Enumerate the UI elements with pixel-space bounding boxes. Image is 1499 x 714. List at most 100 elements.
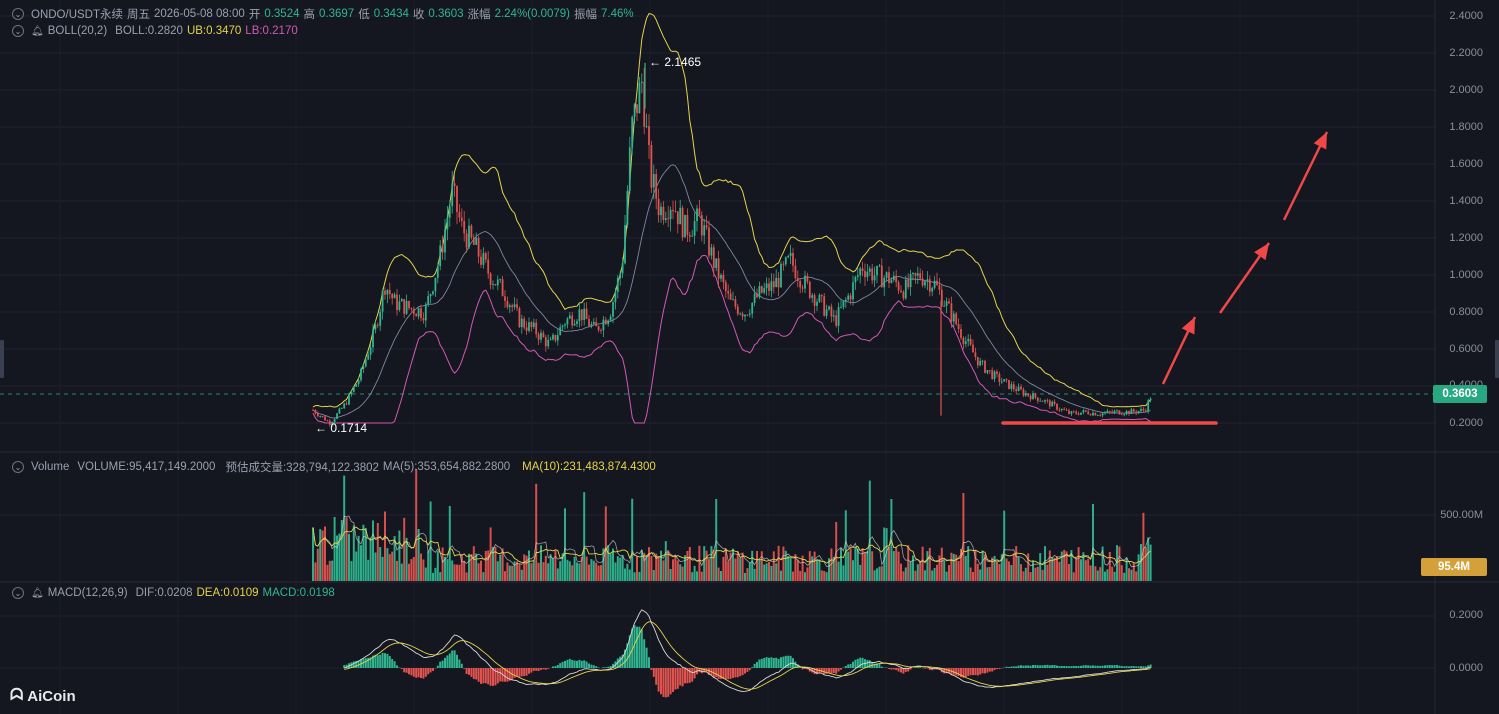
volume-bar — [856, 548, 859, 581]
volume-bar — [525, 555, 528, 581]
candle-body — [667, 218, 670, 220]
candle-body — [436, 266, 439, 278]
volume-bar — [1008, 561, 1010, 581]
collapse-toggle-icon[interactable]: ⌄ — [12, 461, 24, 473]
macd-bar — [535, 668, 538, 671]
macd-bar — [468, 668, 470, 675]
macd-bar — [1128, 666, 1130, 668]
right-panel-handle[interactable] — [1495, 340, 1499, 378]
volume-bar — [691, 572, 694, 581]
candle-body — [1020, 386, 1022, 390]
candle-body — [897, 282, 900, 291]
volume-bar — [398, 530, 401, 581]
boll-lower-line — [312, 254, 1151, 424]
candle-body — [559, 327, 562, 336]
volume-bar — [379, 547, 382, 581]
collapse-toggle-icon[interactable]: ⌄ — [12, 25, 24, 37]
candle-body — [825, 309, 828, 316]
candle-body — [760, 286, 763, 293]
macd-bar — [652, 668, 655, 677]
volume-bar — [1041, 569, 1044, 581]
volume-bar — [619, 557, 622, 581]
collapse-toggle-icon[interactable]: ⌄ — [12, 587, 24, 599]
macd-bar — [420, 668, 422, 679]
bell-icon[interactable]: 🔔︎ — [31, 25, 44, 37]
volume-bar — [585, 556, 588, 581]
candle-body — [590, 323, 593, 327]
volume-bar — [705, 550, 708, 581]
volume-bar — [928, 547, 931, 581]
volume-bar — [331, 560, 334, 581]
candle-body — [1087, 411, 1090, 415]
candle-body — [859, 268, 862, 276]
macd-bar — [595, 666, 598, 668]
volume-bar — [988, 567, 991, 581]
macd-bar — [1044, 665, 1046, 668]
macd-bar — [1041, 665, 1044, 668]
candle-body — [367, 354, 370, 360]
candle-body — [888, 272, 890, 284]
macd-bar — [393, 661, 396, 668]
candle-body — [494, 284, 497, 286]
candle-body — [340, 408, 343, 409]
candle-body — [312, 410, 314, 411]
macd-bar — [508, 668, 511, 681]
macd-bar — [631, 628, 634, 668]
macd-bar — [849, 664, 852, 668]
left-panel-handle[interactable] — [0, 340, 4, 378]
macd-bar — [636, 626, 638, 668]
candle-body — [499, 279, 502, 281]
macd-bar — [1075, 666, 1078, 668]
volume-bar — [602, 548, 605, 581]
candle-body — [1084, 410, 1087, 412]
candle-body — [352, 386, 355, 392]
volume-bar — [972, 571, 974, 581]
candle-body — [645, 126, 648, 127]
candle-body — [657, 198, 660, 216]
volume-bar — [386, 548, 389, 581]
boll-bands — [312, 13, 1151, 424]
candle-body — [892, 275, 895, 280]
candle-body — [921, 278, 924, 286]
volume-bar — [388, 554, 391, 581]
candle-body — [628, 147, 631, 191]
volume-bar — [1111, 566, 1114, 581]
macd-bar — [787, 655, 790, 668]
macd-bar — [458, 659, 461, 668]
macd-bar — [427, 668, 430, 675]
macd-bar — [888, 668, 890, 670]
candle-body — [468, 225, 470, 248]
macd-name[interactable]: MACD(12,26,9) — [47, 587, 128, 599]
volume-bar — [679, 564, 682, 581]
volume-bar — [852, 560, 854, 581]
candle-body — [568, 315, 571, 319]
volume-bar — [566, 559, 569, 581]
volume-bar — [504, 571, 506, 581]
candle-body — [432, 291, 434, 295]
candle-body — [1123, 414, 1126, 415]
macd-bar — [804, 668, 806, 669]
volume-name[interactable]: Volume — [31, 461, 70, 473]
macd-bar — [489, 668, 492, 686]
volume-bar — [952, 553, 955, 581]
volume-bar — [799, 570, 802, 581]
volume-bar — [1022, 571, 1025, 581]
boll-name[interactable]: BOLL(20,2) — [47, 25, 108, 37]
candle-body — [393, 294, 396, 299]
bell-icon[interactable]: 🔔︎ — [31, 587, 44, 599]
candle-body — [883, 277, 886, 288]
low-marker-label: ← 0.1714 — [315, 421, 367, 435]
symbol[interactable]: ONDO/USDT永续 — [31, 9, 123, 21]
macd-bar — [1123, 666, 1126, 668]
candle-body — [991, 370, 994, 379]
macd-bar — [861, 657, 864, 668]
volume-bar — [314, 562, 317, 581]
macd-bar — [518, 668, 521, 678]
macd-bar — [794, 661, 797, 668]
volume-bar — [921, 546, 924, 581]
current-price-tag: 0.3603 — [1433, 385, 1487, 403]
collapse-toggle-icon[interactable]: ⌄ — [12, 8, 24, 20]
volume-bar — [364, 527, 367, 581]
candle-body — [988, 370, 991, 371]
